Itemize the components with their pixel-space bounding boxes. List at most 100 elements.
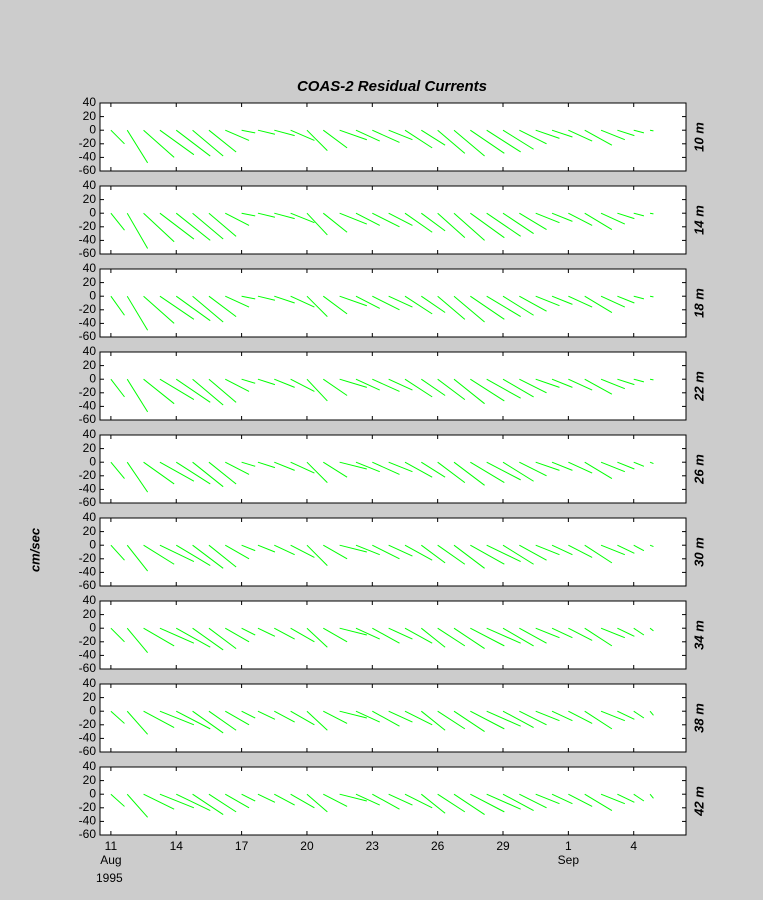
stick: [110, 129, 125, 145]
stick: [649, 544, 654, 548]
stick: [126, 627, 149, 654]
stick: [257, 129, 276, 135]
stick: [600, 129, 626, 141]
stick: [143, 793, 175, 810]
stick: [584, 212, 613, 230]
stick: [584, 544, 613, 564]
stick: [274, 212, 295, 220]
panel-label: 22 m: [691, 371, 706, 402]
stick: [143, 129, 175, 158]
stick: [126, 793, 149, 818]
stick: [568, 212, 593, 226]
stick: [404, 378, 433, 398]
stick: [388, 627, 413, 640]
y-tick-label: 20: [83, 524, 97, 538]
stick: [208, 295, 237, 318]
stick: [274, 129, 295, 137]
y-tick-label: -60: [79, 329, 97, 343]
stick: [421, 378, 446, 396]
stick: [323, 461, 348, 478]
stick: [470, 295, 505, 320]
stick: [453, 129, 485, 157]
stick: [453, 627, 485, 650]
y-tick-label: 20: [83, 275, 97, 289]
stick: [355, 627, 380, 640]
stick: [192, 461, 224, 488]
stick: [568, 793, 593, 807]
stick: [486, 627, 521, 644]
y-tick-label: 40: [83, 344, 97, 358]
stick: [535, 544, 560, 556]
stick: [257, 461, 276, 469]
stick: [290, 627, 315, 643]
stick: [110, 461, 125, 479]
stick: [159, 212, 195, 240]
stick: [225, 378, 250, 392]
stick: [176, 627, 211, 648]
stick: [339, 793, 367, 802]
stick: [126, 378, 149, 413]
y-axis-label: cm/sec: [27, 527, 42, 572]
stick: [192, 378, 224, 406]
stick: [241, 710, 256, 719]
stick: [453, 710, 485, 733]
stick: [486, 129, 521, 153]
stick: [502, 129, 534, 150]
stick: [110, 710, 125, 724]
stick: [404, 544, 433, 561]
y-tick-label: -60: [79, 412, 97, 426]
y-tick-label: 40: [83, 759, 97, 773]
stick: [339, 627, 367, 636]
stick: [551, 461, 573, 471]
stick: [257, 710, 276, 720]
y-tick-label: 40: [83, 510, 97, 524]
stick: [633, 627, 645, 636]
stick: [175, 544, 211, 567]
stick: [453, 793, 485, 816]
y-tick-label: 40: [83, 261, 97, 275]
stick: [306, 129, 328, 151]
stick: [535, 129, 560, 139]
stick: [274, 544, 295, 556]
x-tick-label: 23: [366, 839, 380, 853]
stick: [159, 793, 195, 809]
panel-frame: [99, 185, 687, 255]
stick: [159, 544, 195, 562]
stick: [225, 627, 250, 643]
stick: [290, 129, 315, 141]
y-tick-label: 40: [83, 593, 97, 607]
x-tick-label: 4: [630, 839, 637, 853]
stick: [617, 544, 635, 554]
y-tick-label: -60: [79, 495, 97, 509]
stick: [372, 544, 400, 560]
stick: [355, 295, 380, 309]
stick: [453, 295, 485, 323]
panel-frame: [99, 600, 687, 670]
panel-frame: [99, 517, 687, 587]
stick: [600, 295, 626, 308]
stick: [241, 544, 256, 552]
stick: [290, 793, 315, 809]
stick: [486, 544, 521, 562]
stick: [192, 129, 224, 157]
panel-label: 10 m: [691, 122, 706, 152]
stick: [208, 544, 237, 568]
stick: [535, 710, 560, 722]
stick: [551, 129, 573, 138]
stick: [388, 212, 413, 226]
panel-label: 26 m: [691, 454, 706, 485]
panel-frame: [99, 766, 687, 836]
stick: [339, 461, 367, 470]
panel-label: 14 m: [691, 205, 706, 235]
panel-frame: [99, 434, 687, 504]
stick: [649, 212, 654, 215]
stick: [306, 295, 328, 317]
stick: [617, 627, 635, 637]
stick: [633, 461, 645, 467]
stick: [437, 793, 466, 813]
stick: [355, 793, 380, 806]
stick: [486, 461, 521, 481]
panel-frame: [99, 683, 687, 753]
stick: [126, 295, 149, 331]
stick: [470, 544, 505, 565]
